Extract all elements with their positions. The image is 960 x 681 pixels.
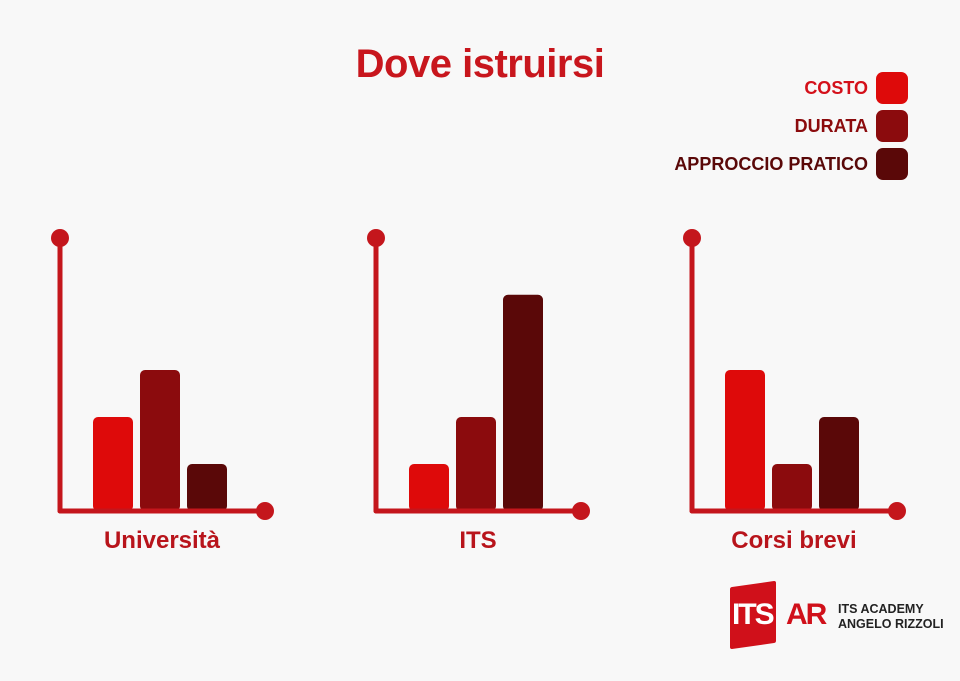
legend-swatch-costo [876,72,908,104]
x-axis-end-universita [256,502,274,520]
bar-universita-1 [93,417,133,511]
bar-corsi-brevi-2 [772,464,812,511]
bar-corsi-brevi-1 [725,370,765,511]
legend-item-approccio: APPROCCIO PRATICO [674,148,908,180]
legend-label-durata: DURATA [794,115,868,136]
logo-mark-suffix: AR [786,598,827,631]
bar-its-2 [456,417,496,511]
legend-swatch-durata [876,110,908,142]
panel-label-universita: Università [103,527,221,554]
legend-item-durata: DURATA [674,110,908,142]
legend: COSTO DURATA APPROCCIO PRATICO [674,72,908,186]
bar-its-3 [503,294,543,511]
y-axis-end-universita [51,229,69,247]
y-axis-end-its [367,229,385,247]
logo-line-2: ANGELO RIZZOLI [838,617,944,631]
logo-line-1: ITS ACADEMY [838,602,924,616]
legend-label-costo: COSTO [804,77,868,98]
legend-item-costo: COSTO [674,72,908,104]
bar-universita-3 [187,464,227,511]
logo-mark-text: ITS [732,598,775,631]
y-axis-end-corsi-brevi [683,229,701,247]
chart-title: Dove istruirsi [355,42,605,86]
bar-its-1 [409,464,449,511]
legend-swatch-approccio [876,148,908,180]
panel-label-corsi-brevi: Corsi brevi [731,527,857,554]
itsar-logo: ITS AR ITS ACADEMY ANGELO RIZZOLI [730,580,944,650]
x-axis-end-its [572,502,590,520]
panel-label-its: ITS [459,527,497,554]
bar-universita-2 [140,370,180,511]
legend-label-approccio: APPROCCIO PRATICO [674,153,868,174]
x-axis-end-corsi-brevi [888,502,906,520]
bar-corsi-brevi-3 [819,417,859,511]
